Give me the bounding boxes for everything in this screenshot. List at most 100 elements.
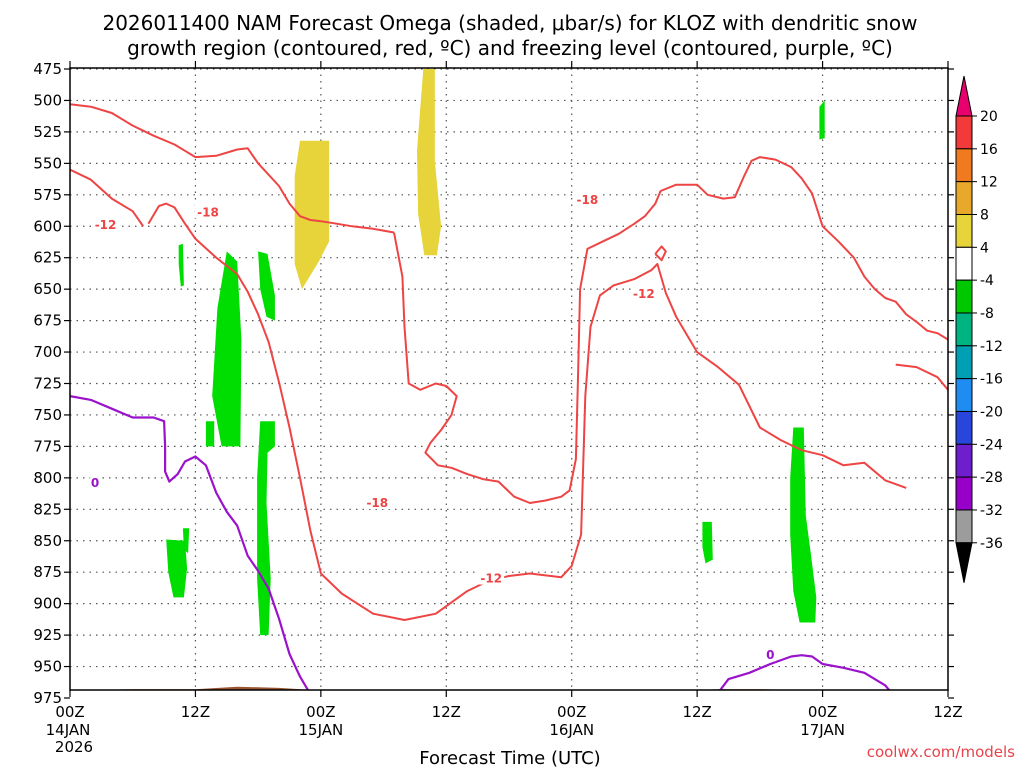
- colorbar-bin: [955, 246, 973, 281]
- y-tick-label: 775: [33, 437, 62, 455]
- ground-terrain: [94, 686, 799, 690]
- x-tick-date: 15JAN: [298, 721, 343, 739]
- contour-label: -18: [366, 496, 388, 510]
- colorbar-label: -24: [980, 437, 1003, 453]
- dgz-contour-line: [320, 220, 395, 234]
- colorbar-label: -20: [980, 404, 1003, 420]
- y-tick-label: 800: [33, 469, 62, 487]
- colorbar-label: -4: [980, 273, 994, 289]
- colorbar-label: 20: [980, 109, 998, 125]
- colorbar-bin: [955, 443, 973, 478]
- colorbar-label: 4: [980, 240, 989, 256]
- x-tick-year: 2026: [55, 738, 93, 756]
- colorbar-top-triangle: [955, 75, 973, 117]
- omega-positive-region: [417, 69, 442, 256]
- x-tick-date: 17JAN: [800, 721, 845, 739]
- colorbar-label: -28: [980, 470, 1003, 486]
- x-tick-label: 00Z: [808, 703, 837, 721]
- colorbar-bin: [955, 148, 973, 183]
- colorbar-bin: [955, 345, 973, 380]
- colorbar: 20 16 12 8 4 -4 -8 -12 -16 -20 -24 -28 -32 -36: [955, 75, 1003, 583]
- contour-label-bg: [574, 191, 601, 206]
- dgz-contour-line: [895, 363, 948, 391]
- omega-negative-region: [258, 251, 275, 321]
- omega-negative-region: [205, 421, 215, 447]
- contour-label: 0: [766, 648, 774, 662]
- contour-label-bg: [90, 474, 101, 489]
- contour-label: -12: [633, 287, 655, 301]
- colorbar-bin: [955, 213, 973, 248]
- contour-label: -12: [95, 218, 117, 232]
- x-tick-label: 12Z: [432, 703, 461, 721]
- omega-negative-region: [212, 251, 242, 447]
- omega-negative-region: [702, 521, 713, 564]
- y-tick-label: 575: [33, 186, 62, 204]
- y-tick-label: 950: [33, 658, 62, 676]
- freezing-level-line: [70, 395, 310, 690]
- y-tick-label: 625: [33, 249, 62, 267]
- y-tick-label: 725: [33, 375, 62, 393]
- y-tick-label: 750: [33, 406, 62, 424]
- x-axis-label: Forecast Time (UTC): [419, 748, 600, 768]
- y-tick-label: 850: [33, 532, 62, 550]
- dgz-contour-line: [393, 156, 948, 504]
- contour-label: -18: [197, 205, 219, 219]
- x-tick-label: 00Z: [557, 703, 586, 721]
- y-tick-label: 525: [33, 123, 62, 141]
- chart-title-line2: growth region (contoured, red, ºC) and f…: [127, 36, 893, 60]
- colorbar-bin: [955, 279, 973, 314]
- omega-negative-region: [178, 243, 184, 287]
- contour-label-bg: [92, 216, 119, 231]
- omega-negative-region: [819, 100, 825, 140]
- omega-negative-region: [166, 539, 188, 598]
- omega-negative-region: [790, 427, 817, 623]
- y-tick-label: 700: [33, 343, 62, 361]
- credit-text: coolwx.com/models: [867, 743, 1015, 761]
- freezing-level-line: [718, 654, 891, 690]
- colorbar-bin: [955, 181, 973, 215]
- colorbar-bin: [955, 378, 973, 412]
- x-tick-label: 12Z: [933, 703, 962, 721]
- y-tick-label: 900: [33, 595, 62, 613]
- y-tick-label: 650: [33, 280, 62, 298]
- colorbar-bin: [955, 115, 973, 150]
- colorbar-bin: [955, 312, 973, 347]
- colorbar-bin: [955, 509, 973, 544]
- colorbar-bottom-triangle: [955, 542, 973, 583]
- colorbar-label: -32: [980, 503, 1003, 519]
- x-tick-label: 12Z: [682, 703, 711, 721]
- chart-title-line1: 2026011400 NAM Forecast Omega (shaded, μ…: [102, 11, 917, 35]
- x-tick-date: 16JAN: [549, 721, 594, 739]
- colorbar-label: -8: [980, 306, 994, 322]
- y-tick-label: 675: [33, 312, 62, 330]
- omega-positive-region: [294, 140, 330, 290]
- contour-label-bg: [478, 570, 505, 585]
- colorbar-label: -36: [980, 536, 1003, 552]
- omega-negative-region: [182, 528, 190, 554]
- dgz-contour-line: [70, 168, 145, 227]
- plot-frame: [69, 67, 949, 691]
- contour-label-bg: [364, 495, 391, 510]
- omega-negative-region: [257, 421, 275, 636]
- y-tick-label: 875: [33, 563, 62, 581]
- dgz-contour-line: [147, 202, 907, 621]
- colorbar-label: -12: [980, 339, 1003, 355]
- plot-area: -12 -18 -18 -12 -18 -12 0 0 475 500 525 550 575 600 62…: [33, 60, 962, 756]
- contour-label-bg: [194, 204, 221, 219]
- colorbar-label: -16: [980, 372, 1003, 388]
- contour-label-bg: [765, 647, 776, 662]
- colorbar-label: 16: [980, 142, 998, 158]
- colorbar-bin: [955, 410, 973, 445]
- contour-label: -18: [577, 193, 599, 207]
- contour-label-bg: [630, 286, 657, 301]
- dgz-contour-line: [70, 103, 322, 223]
- y-tick-label: 475: [33, 60, 62, 78]
- dgz-contour-line: [654, 245, 667, 262]
- colorbar-bin: [955, 476, 973, 511]
- contour-label: -12: [480, 571, 502, 585]
- x-tick-label: 12Z: [181, 703, 210, 721]
- contour-label: 0: [91, 476, 99, 490]
- x-tick-label: 00Z: [55, 703, 84, 721]
- x-tick-label: 00Z: [306, 703, 335, 721]
